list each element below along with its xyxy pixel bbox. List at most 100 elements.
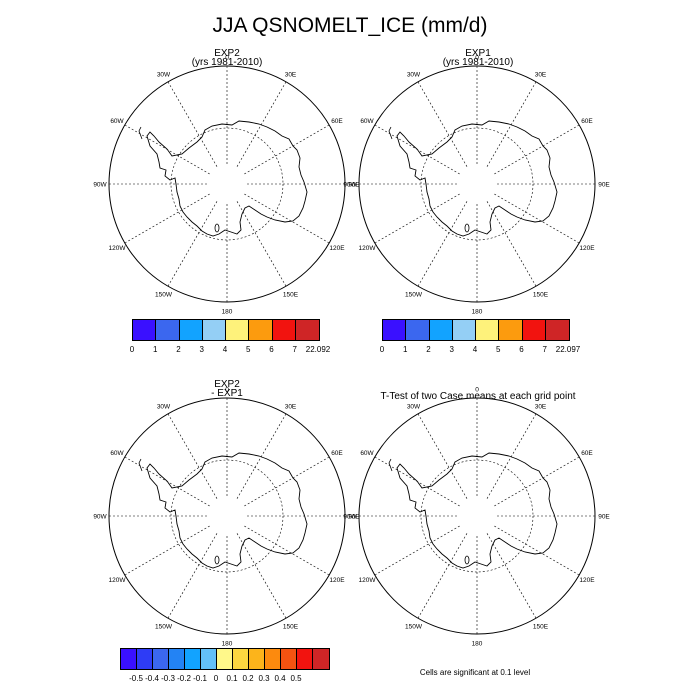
longitude-label: 150E [283,291,299,298]
panel-title-line2: (yrs 1981-2010) [191,57,263,68]
meridian-line [167,413,218,499]
island-outline [388,126,393,140]
colorbar-label: -0.4 [145,674,159,683]
colorbar-boxes [132,319,320,341]
meridian-line [494,525,580,576]
longitude-label: 120E [579,245,595,252]
colorbar-swatch [295,320,319,340]
meridian-line [374,193,460,244]
longitude-label: 180 [222,641,233,648]
meridian-line [486,413,537,499]
longitude-label: 60W [110,118,124,125]
longitude-label: 60E [331,450,343,457]
map-boundary [108,397,346,635]
figure-title: JJA QSNOMELT_ICE (mm/d) [212,14,488,37]
colorbar-label: 22.097 [555,345,581,354]
longitude-label: 180 [222,309,233,316]
colorbar-label: 1 [153,345,158,354]
colorbar-label: 0 [379,345,385,354]
longitude-label: 150E [283,623,299,630]
meridian-line [236,413,287,499]
colorbar-swatch [452,320,476,340]
longitude-label: 0 [475,55,479,62]
colorbar-label: 22.092 [305,345,331,354]
meridian-line [124,525,210,576]
colorbar-swatch [476,320,500,340]
meridian-line [417,533,468,619]
meridian-line [244,193,330,244]
colorbar-swatch [137,649,153,669]
longitude-label: 150W [155,623,173,630]
antarctica-coastline [396,120,558,237]
longitude-label: 120W [359,577,377,584]
colorbar-swatch [429,320,453,340]
longitude-label: 30E [285,72,297,79]
meridian-line [167,533,218,619]
meridian-line [417,81,468,167]
colorbar-label: 0.4 [274,674,286,683]
colorbar-label: 2 [176,345,181,354]
longitude-label: 30E [285,404,297,411]
longitude-label: 150W [155,291,173,298]
colorbar-label: 7 [542,345,547,354]
panel-title-line2: - EXP1 [211,388,243,399]
panel-title-line1: EXP2 [214,48,240,59]
panel-title-ttest: T-Test of two Case means at each grid po… [378,391,578,402]
longitude-label: 90W [343,182,357,189]
panel-title-line1: EXP2 [214,379,240,390]
meridian-line [494,124,580,175]
colorbar-swatch [383,320,407,340]
map-diff: 0 30E 60E 90E 120E 150E 180 150W 120W 90W 60W 30W [93,387,360,648]
island-outline [388,458,393,472]
colorbar-swatch [226,320,250,340]
longitude-label: 120E [329,577,345,584]
colorbar-label: 0.3 [258,674,270,683]
colorbar-swatch [249,649,265,669]
meridian-line [494,456,580,507]
panel-title-line2: (yrs 1981-2010) [442,57,514,68]
colorbar-label: 0.5 [290,674,302,683]
longitude-label: 0 [225,387,229,394]
longitude-label: 90E [598,514,610,521]
longitude-label: 150E [533,291,549,298]
meridian-line [236,201,287,287]
meridian-line [417,201,468,287]
map-ttest: 0 30E 60E 90E 120E 150E 180 150W 120W 90W 60W 30W [343,387,610,648]
longitude-label: 0 [475,387,479,394]
colorbar-label: -0.2 [177,674,191,683]
meridian-line [236,81,287,167]
panel-title-line1: T-Test of two Case means at each grid po… [380,391,576,402]
longitude-label: 90W [93,182,107,189]
meridian-line [417,413,468,499]
colorbar-swatch [217,649,233,669]
colorbar-label: -0.5 [129,674,143,683]
longitude-label: 30W [157,404,171,411]
colorbar-swatch [133,320,157,340]
colorbar-label: 3 [199,345,204,354]
longitude-label: 120W [359,245,377,252]
colorbar-swatch [202,320,226,340]
longitude-label: 30E [535,404,547,411]
meridian-line [244,525,330,576]
antarctica-coastline [146,452,308,569]
colorbar-swatch [281,649,297,669]
colorbar-label: -0.1 [193,674,207,683]
island-outline [464,223,470,233]
island-outline [138,458,143,472]
colorbar-swatch [121,649,137,669]
longitude-label: 90E [348,514,360,521]
colorbar-swatch [297,649,313,669]
longitude-label: 90W [93,514,107,521]
colorbar-swatch [545,320,569,340]
colorbar-label: 6 [269,345,274,354]
panel-title-line1: EXP1 [465,48,491,59]
meridian-line [486,201,537,287]
longitude-label: 180 [472,641,483,648]
colorbar-label: 5 [246,345,251,354]
panel-title-diff: EXP2 - EXP1 [167,379,287,399]
meridian-line [167,201,218,287]
island-outline [214,223,220,233]
island-outline [214,555,220,565]
map-boundary [358,65,596,303]
